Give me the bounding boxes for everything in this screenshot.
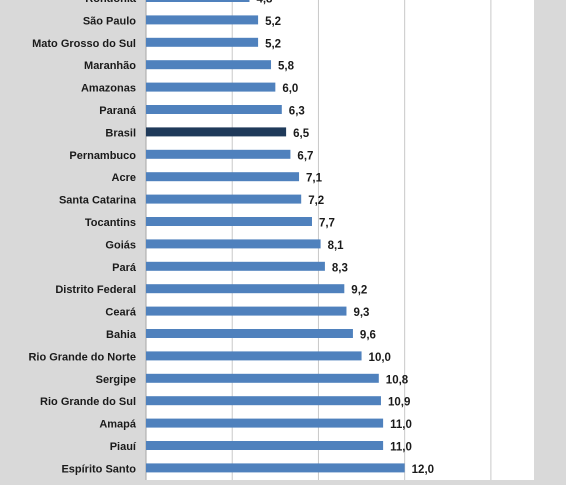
category-label: Amapá	[99, 419, 137, 431]
bar	[146, 15, 259, 25]
bar	[146, 194, 302, 204]
bar	[146, 351, 362, 361]
bar	[146, 261, 325, 271]
bar	[146, 418, 384, 428]
category-label: Bahia	[106, 329, 137, 341]
category-label: Acre	[112, 172, 136, 184]
category-label: Santa Catarina	[59, 195, 137, 207]
category-label: Piauí	[110, 441, 137, 453]
data-label: 9,3	[353, 307, 369, 319]
data-label: 6,5	[293, 128, 310, 140]
category-label: Espírito Santo	[61, 463, 136, 475]
data-label: 10,8	[386, 374, 409, 386]
data-label: 8,3	[332, 262, 348, 274]
data-label: 7,1	[306, 173, 323, 185]
bar	[146, 37, 259, 47]
data-label: 6,7	[297, 150, 313, 162]
data-label: 5,2	[265, 38, 281, 50]
data-label: 7,7	[319, 218, 335, 230]
bar	[146, 105, 282, 114]
data-label: 5,2	[265, 16, 281, 28]
data-label: 10,9	[388, 397, 410, 409]
data-label: 11,0	[390, 419, 412, 431]
bar	[146, 0, 250, 2]
category-label: Rondônia	[85, 0, 137, 5]
category-label: Ceará	[105, 307, 136, 319]
data-label: 9,2	[351, 285, 367, 297]
category-label: Rio Grande do Norte	[28, 351, 136, 363]
data-label: 10,0	[369, 352, 391, 364]
category-label: Goiás	[105, 239, 136, 251]
data-label: 6,3	[289, 106, 305, 118]
bar	[146, 396, 381, 406]
bar	[146, 329, 353, 338]
category-label: Mato Grosso do Sul	[32, 38, 136, 50]
bar	[146, 60, 272, 70]
bar	[146, 82, 276, 92]
data-label: 6,0	[282, 83, 298, 95]
category-label: São Paulo	[83, 15, 136, 27]
bar	[146, 373, 379, 383]
data-label: 11,0	[390, 442, 412, 454]
bar	[146, 217, 312, 226]
bar	[146, 284, 345, 294]
data-label: 8,1	[328, 240, 345, 252]
category-label: Tocantins	[85, 217, 136, 229]
bar	[146, 463, 405, 473]
bar	[146, 239, 321, 249]
bar	[146, 149, 291, 159]
data-label: 7,2	[308, 195, 324, 207]
category-label: Pernambuco	[69, 150, 136, 162]
category-label: Amazonas	[81, 83, 136, 95]
category-label: Distrito Federal	[55, 284, 136, 296]
category-label: Maranhão	[84, 60, 136, 72]
data-label: 5,8	[278, 61, 295, 73]
data-label: 4,8	[256, 0, 273, 6]
data-label: 12,0	[412, 464, 434, 476]
category-label: Brasil	[105, 127, 136, 139]
category-label: Rio Grande do Sul	[40, 396, 136, 408]
bar	[146, 441, 384, 450]
highlight-bar	[146, 127, 287, 137]
bar	[146, 172, 300, 182]
category-label: Pará	[112, 262, 137, 274]
category-label: Sergipe	[96, 374, 136, 386]
category-label: Paraná	[99, 105, 137, 117]
data-label: 9,6	[360, 330, 376, 342]
bar	[146, 306, 347, 316]
